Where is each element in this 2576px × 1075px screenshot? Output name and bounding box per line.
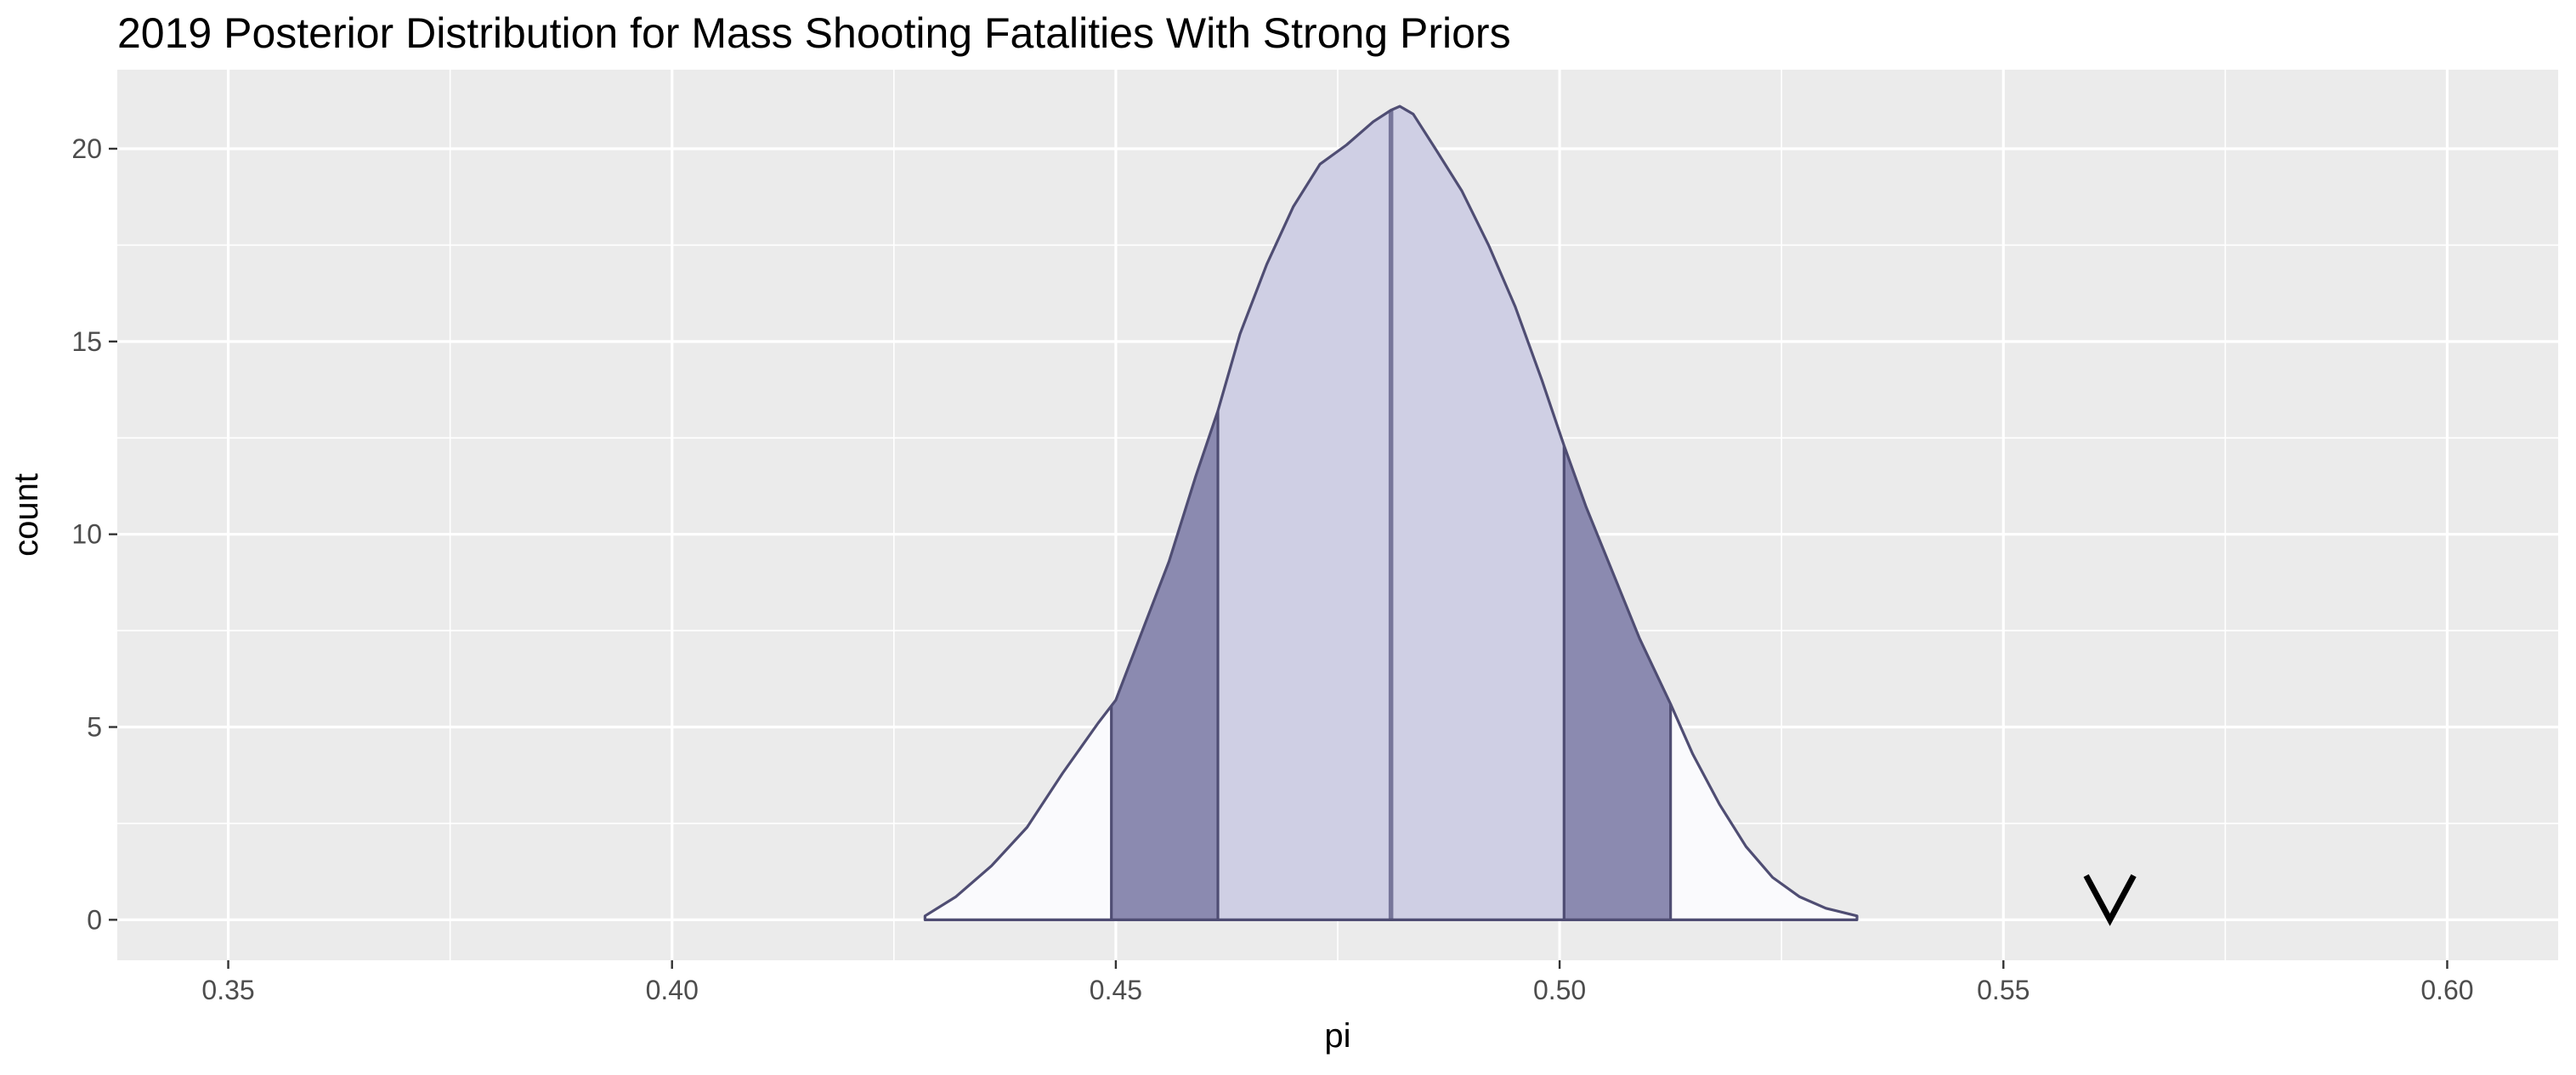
x-tick-label: 0.35	[201, 975, 254, 1005]
interval-band	[1670, 704, 1857, 920]
y-tick-label: 0	[87, 904, 102, 935]
x-tick-label: 0.45	[1090, 975, 1142, 1005]
y-tick-label: 5	[87, 712, 102, 743]
interval-band	[1564, 445, 1671, 920]
x-axis-title: pi	[1324, 1017, 1350, 1055]
y-tick-label: 10	[71, 519, 102, 550]
x-tick-label: 0.40	[646, 975, 699, 1005]
y-axis-title: count	[8, 473, 45, 557]
axes: 0.35 0.40 0.45 0.50 0.55 0.60 0 5 10 15 20	[71, 133, 2473, 1005]
x-tick-label: 0.50	[1533, 975, 1586, 1005]
x-tick-label: 0.55	[1977, 975, 2030, 1005]
interval-band	[1111, 410, 1219, 920]
y-tick-label: 20	[71, 133, 102, 164]
x-tick-label: 0.60	[2420, 975, 2473, 1005]
interval-bands	[925, 106, 1857, 920]
density-outline	[923, 105, 1859, 921]
y-tick-label: 15	[71, 326, 102, 357]
interval-lines	[1110, 110, 1673, 920]
observed-value-marker	[2083, 874, 2137, 926]
chart-title: 2019 Posterior Distribution for Mass Sho…	[117, 9, 1511, 57]
interval-band	[925, 705, 1112, 920]
